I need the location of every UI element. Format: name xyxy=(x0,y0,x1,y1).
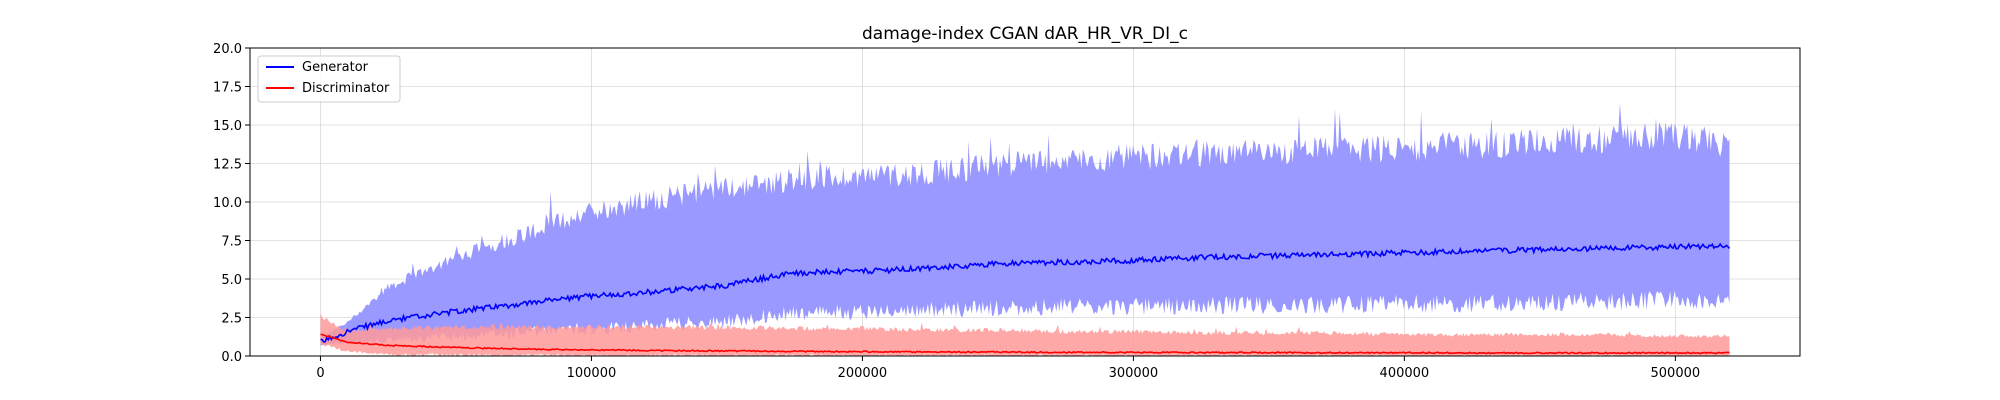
y-tick-label: 17.5 xyxy=(213,81,242,96)
y-tick-label: 12.5 xyxy=(213,158,242,173)
x-tick-label: 100000 xyxy=(567,366,617,381)
legend: Generator Discriminator xyxy=(257,55,401,103)
legend-label-discriminator: Discriminator xyxy=(302,81,390,96)
legend-label-generator: Generator xyxy=(302,60,369,75)
x-tick-label: 200000 xyxy=(838,366,888,381)
y-tick-label: 5.0 xyxy=(221,273,242,288)
y-axis: 0.0 2.5 5.0 7.5 10.0 12.5 15.0 17.5 20.0 xyxy=(213,42,250,365)
x-tick-label: 0 xyxy=(316,366,324,381)
y-tick-label: 20.0 xyxy=(213,42,242,57)
x-tick-label: 400000 xyxy=(1380,366,1430,381)
y-tick-label: 0.0 xyxy=(221,350,242,365)
x-tick-label: 500000 xyxy=(1651,366,1701,381)
line-generator xyxy=(320,242,1731,343)
chart-title: damage-index CGAN dAR_HR_VR_DI_c xyxy=(862,24,1188,44)
y-tick-label: 7.5 xyxy=(221,235,242,250)
x-axis: 0 100000 200000 300000 400000 500000 xyxy=(316,356,1700,381)
y-tick-label: 15.0 xyxy=(213,119,242,134)
series-bands xyxy=(320,103,1730,356)
line-discriminator xyxy=(320,333,1730,355)
series-lines xyxy=(320,242,1731,355)
band-discriminator xyxy=(320,313,1730,356)
band-generator xyxy=(320,103,1730,346)
x-tick-label: 300000 xyxy=(1109,366,1159,381)
y-tick-label: 10.0 xyxy=(213,196,242,211)
y-tick-label: 2.5 xyxy=(221,312,242,327)
